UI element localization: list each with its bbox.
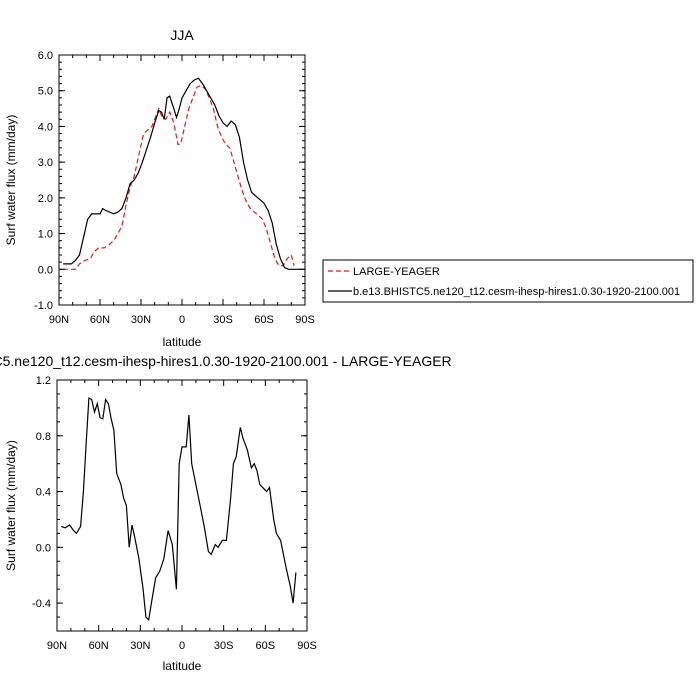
- x-tick-label: 60S: [256, 640, 276, 652]
- y-tick-label: 3.0: [38, 157, 53, 169]
- x-tick-label: 30N: [130, 640, 150, 652]
- bottom-panel: b.e13.BHISTC5.ne120_t12.cesm-ihesp-hires…: [0, 353, 452, 673]
- y-tick-label: 2.0: [38, 193, 53, 205]
- y-tick-label: 0.8: [36, 431, 51, 443]
- series-line-2: [63, 77, 303, 270]
- y-tick-label: 0.0: [36, 542, 51, 554]
- chart-title: b.e13.BHISTC5.ne120_t12.cesm-ihesp-hires…: [0, 353, 452, 369]
- x-axis-label: latitude: [163, 335, 202, 349]
- y-tick-label: 4.0: [38, 121, 53, 133]
- y-tick-label: 0.4: [36, 487, 51, 499]
- x-tick-label: 0: [179, 640, 185, 652]
- y-tick-label: -1.0: [34, 300, 53, 312]
- x-tick-label: 30S: [213, 314, 233, 326]
- x-tick-label: 90N: [47, 640, 67, 652]
- y-tick-label: 5.0: [38, 86, 53, 98]
- y-axis-label: Surf water flux (mm/day): [4, 440, 18, 571]
- x-axis-label: latitude: [163, 659, 202, 673]
- chart-title: JJA: [170, 27, 194, 43]
- legend: LARGE-YEAGER b.e13.BHISTC5.ne120_t12.cesm…: [322, 259, 694, 303]
- x-tick-label: 90S: [297, 640, 317, 652]
- series-line-1: [63, 84, 295, 270]
- legend-entry-1: LARGE-YEAGER: [353, 266, 440, 278]
- y-tick-label: 1.0: [38, 229, 53, 241]
- x-tick-label: 60N: [89, 640, 109, 652]
- x-tick-label: 90S: [295, 314, 315, 326]
- top-panel: JJA 90N 60N 30N 0 30S 60S 90S -1.0 0.0 1.0 2.0 3.0 4.…: [4, 27, 315, 349]
- plot-frame: [56, 379, 308, 632]
- y-tick-label: 0.0: [38, 264, 53, 276]
- plot-frame: [58, 54, 306, 306]
- legend-box: [322, 259, 694, 303]
- y-tick-label: 6.0: [38, 50, 53, 62]
- x-tick-label: 90N: [49, 314, 69, 326]
- x-tick-label: 0: [179, 314, 185, 326]
- series-line-1: [61, 397, 297, 622]
- y-tick-label: -0.4: [32, 598, 51, 610]
- x-tick-label: 60S: [254, 314, 274, 326]
- y-tick-label: 1.2: [36, 375, 51, 387]
- x-tick-label: 30N: [131, 314, 151, 326]
- x-tick-label: 30S: [214, 640, 234, 652]
- y-axis-label: Surf water flux (mm/day): [4, 115, 18, 246]
- legend-entry-2: b.e13.BHISTC5.ne120_t12.cesm-ihesp-hires…: [353, 286, 680, 298]
- x-tick-label: 60N: [90, 314, 110, 326]
